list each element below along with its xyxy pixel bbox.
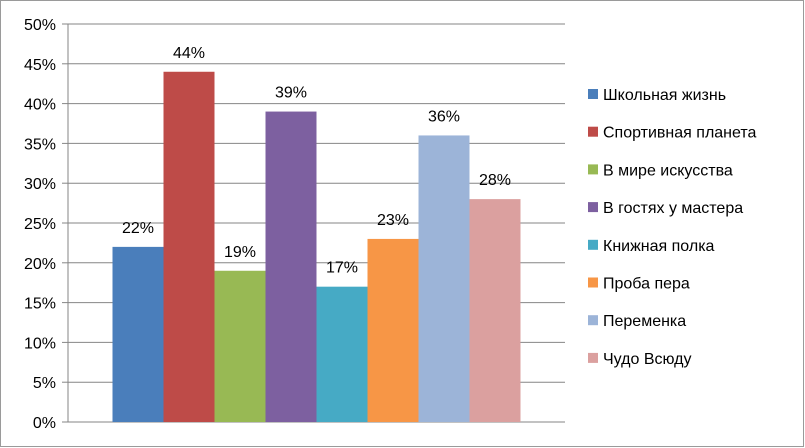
legend-swatch: [588, 315, 598, 326]
bar: [418, 135, 470, 422]
data-label: 22%: [122, 220, 154, 237]
legend-swatch: [588, 352, 598, 363]
legend-swatch: [588, 89, 598, 99]
legend-label: В гостях у мастера: [603, 200, 743, 217]
y-tick-label: 25%: [24, 216, 56, 233]
y-tick-label: 30%: [24, 176, 56, 193]
legend-label: В мире искусства: [603, 162, 733, 179]
bar: [163, 71, 215, 422]
y-tick-label: 5%: [33, 375, 56, 392]
bar: [214, 270, 266, 422]
data-label: 44%: [173, 45, 205, 62]
y-tick-label: 15%: [24, 296, 56, 313]
bar: [367, 238, 419, 422]
y-tick-label: 10%: [24, 335, 56, 352]
legend-label: Чудо Всюду: [603, 351, 691, 368]
legend-label: Спортивная планета: [603, 125, 757, 142]
bars: [112, 71, 521, 422]
data-label: 28%: [479, 172, 511, 189]
legend-swatch: [588, 277, 598, 288]
data-labels: 22% 44% 19% 39% 17% 23% 36% 28%: [122, 45, 511, 277]
y-tick-label: 0%: [33, 415, 56, 432]
legend-label: Проба пера: [603, 276, 690, 293]
data-label: 36%: [428, 108, 460, 125]
legend-label: Книжная полка: [603, 238, 715, 255]
bar: [112, 246, 164, 422]
legend-swatch: [588, 202, 598, 213]
bar: [316, 286, 368, 422]
legend-swatch: [588, 164, 598, 175]
legend-label: Переменка: [603, 313, 686, 330]
data-label: 17%: [326, 260, 358, 277]
y-tick-label: 40%: [24, 97, 56, 114]
y-tick-label: 20%: [24, 256, 56, 273]
y-tick-label: 50%: [24, 17, 56, 34]
data-label: 19%: [224, 244, 256, 261]
data-label: 39%: [275, 85, 307, 102]
legend-swatch: [588, 239, 598, 250]
legend-label: Школьная жизнь: [603, 87, 726, 104]
bar: [265, 111, 317, 422]
bar: [469, 199, 521, 422]
y-tick-label: 45%: [24, 57, 56, 74]
legend: Школьная жизнь Спортивная планета В мире и…: [588, 87, 757, 368]
y-tick-label: 35%: [24, 136, 56, 153]
legend-swatch: [588, 126, 598, 137]
data-label: 23%: [377, 212, 409, 229]
